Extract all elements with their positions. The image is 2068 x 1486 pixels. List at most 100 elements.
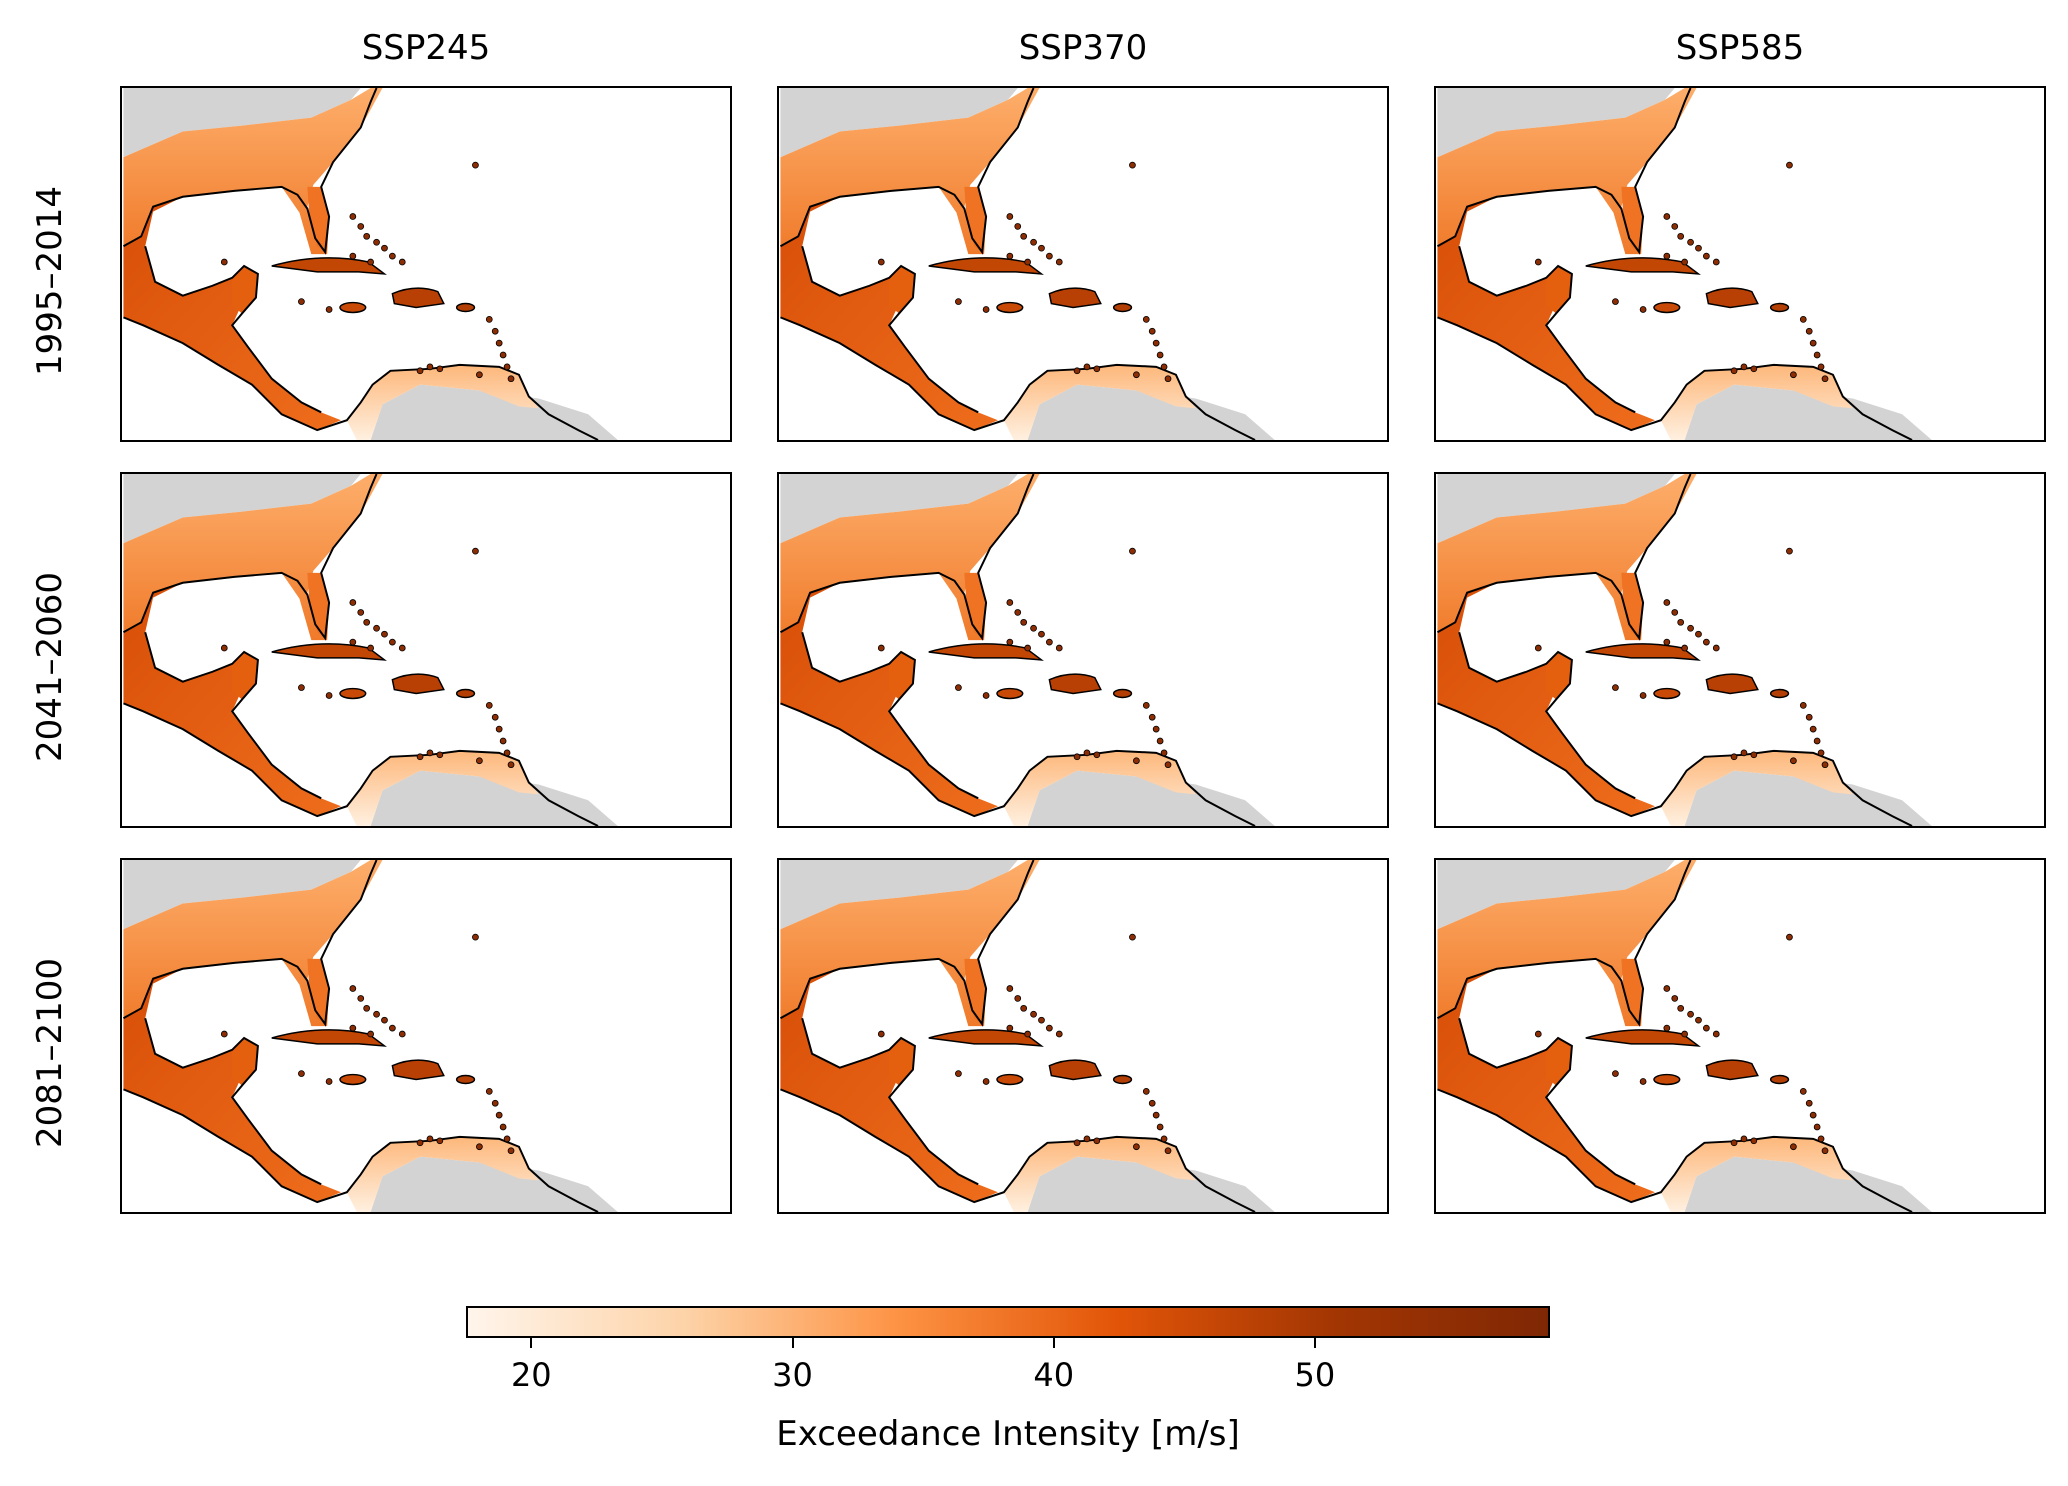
land-south	[370, 1156, 618, 1212]
land-south	[1027, 1156, 1275, 1212]
land-north	[1437, 860, 1675, 930]
cuba	[271, 257, 387, 275]
land-north	[780, 474, 1018, 544]
us-coastal-band	[123, 88, 383, 255]
cuba	[271, 1029, 387, 1047]
map-panel-ssp370-2	[777, 858, 1389, 1214]
island-dots	[1534, 547, 1829, 769]
hispaniola	[391, 287, 445, 309]
mexico-central-america	[123, 196, 341, 431]
cuba	[271, 643, 387, 661]
us-coastal-band	[123, 474, 383, 641]
land-north	[123, 474, 361, 544]
land-south	[1684, 1156, 1932, 1212]
us-coastal-band	[780, 860, 1040, 1027]
row-label-2: 2081–2100	[30, 957, 70, 1148]
jamaica	[1653, 1073, 1681, 1086]
land-north	[1437, 88, 1675, 158]
land-north	[780, 860, 1018, 930]
florida	[1621, 186, 1644, 255]
colorbar-tick-label: 40	[1033, 1356, 1075, 1394]
puerto-rico	[455, 688, 476, 699]
puerto-rico	[1769, 1074, 1790, 1085]
land-south	[370, 770, 618, 826]
florida	[307, 958, 330, 1027]
hispaniola	[1048, 673, 1102, 695]
jamaica	[1653, 301, 1681, 314]
florida	[1621, 572, 1644, 641]
map-panel-ssp585-1	[1434, 472, 2046, 828]
us-coastal-band	[780, 474, 1040, 641]
colorbar-tick-label: 20	[510, 1356, 552, 1394]
puerto-rico	[455, 302, 476, 313]
colorbar-tick-label: 50	[1294, 1356, 1336, 1394]
south-america-coastal-band	[1003, 750, 1196, 826]
land-north	[780, 88, 1018, 158]
land-south	[1684, 384, 1932, 440]
colorbar-tick	[791, 1338, 794, 1348]
hispaniola	[1705, 673, 1759, 695]
south-america-coastal-band	[1003, 364, 1196, 440]
florida	[307, 186, 330, 255]
column-title-ssp245: SSP245	[361, 28, 491, 68]
south-america-coastal-band	[1660, 750, 1853, 826]
land-north	[123, 860, 361, 930]
map-panel-ssp370-0	[777, 86, 1389, 442]
map-panel-ssp585-0	[1434, 86, 2046, 442]
row-label-1: 2041–2060	[30, 571, 70, 762]
cuba	[1585, 1029, 1701, 1047]
south-america-coastal-band	[1003, 1136, 1196, 1212]
island-dots	[877, 161, 1172, 383]
cuba	[1585, 643, 1701, 661]
florida	[1621, 958, 1644, 1027]
jamaica	[339, 1073, 367, 1086]
hispaniola	[391, 1059, 445, 1081]
column-title-ssp585: SSP585	[1675, 28, 1805, 68]
island-dots	[1534, 161, 1829, 383]
land-south	[1027, 770, 1275, 826]
jamaica	[339, 301, 367, 314]
hispaniola	[391, 673, 445, 695]
florida	[964, 958, 987, 1027]
puerto-rico	[455, 1074, 476, 1085]
jamaica	[339, 687, 367, 700]
puerto-rico	[1112, 688, 1133, 699]
florida	[307, 572, 330, 641]
puerto-rico	[1769, 688, 1790, 699]
florida	[964, 572, 987, 641]
colorbar-tick	[530, 1338, 533, 1348]
cuba	[928, 1029, 1044, 1047]
mexico-central-america	[123, 582, 341, 817]
colorbar	[466, 1306, 1550, 1338]
colorbar-tick-label: 30	[772, 1356, 813, 1394]
land-north	[1437, 474, 1675, 544]
mexico-central-america	[1437, 968, 1655, 1203]
cuba	[928, 643, 1044, 661]
land-south	[370, 384, 618, 440]
row-label-0: 1995–2014	[30, 185, 70, 376]
map-panel-ssp585-2	[1434, 858, 2046, 1214]
mexico-central-america	[780, 968, 998, 1203]
island-dots	[877, 933, 1172, 1155]
puerto-rico	[1112, 1074, 1133, 1085]
puerto-rico	[1769, 302, 1790, 313]
us-coastal-band	[780, 88, 1040, 255]
mexico-central-america	[780, 582, 998, 817]
us-coastal-band	[1437, 860, 1697, 1027]
mexico-central-america	[123, 968, 341, 1203]
land-north	[123, 88, 361, 158]
hispaniola	[1705, 287, 1759, 309]
map-panel-ssp245-1	[120, 472, 732, 828]
island-dots	[220, 161, 515, 383]
south-america-coastal-band	[1660, 364, 1853, 440]
south-america-coastal-band	[346, 750, 539, 826]
south-america-coastal-band	[1660, 1136, 1853, 1212]
island-dots	[877, 547, 1172, 769]
puerto-rico	[1112, 302, 1133, 313]
land-south	[1684, 770, 1932, 826]
colorbar-tick	[1052, 1338, 1055, 1348]
island-dots	[220, 933, 515, 1155]
mexico-central-america	[1437, 582, 1655, 817]
land-south	[1027, 384, 1275, 440]
